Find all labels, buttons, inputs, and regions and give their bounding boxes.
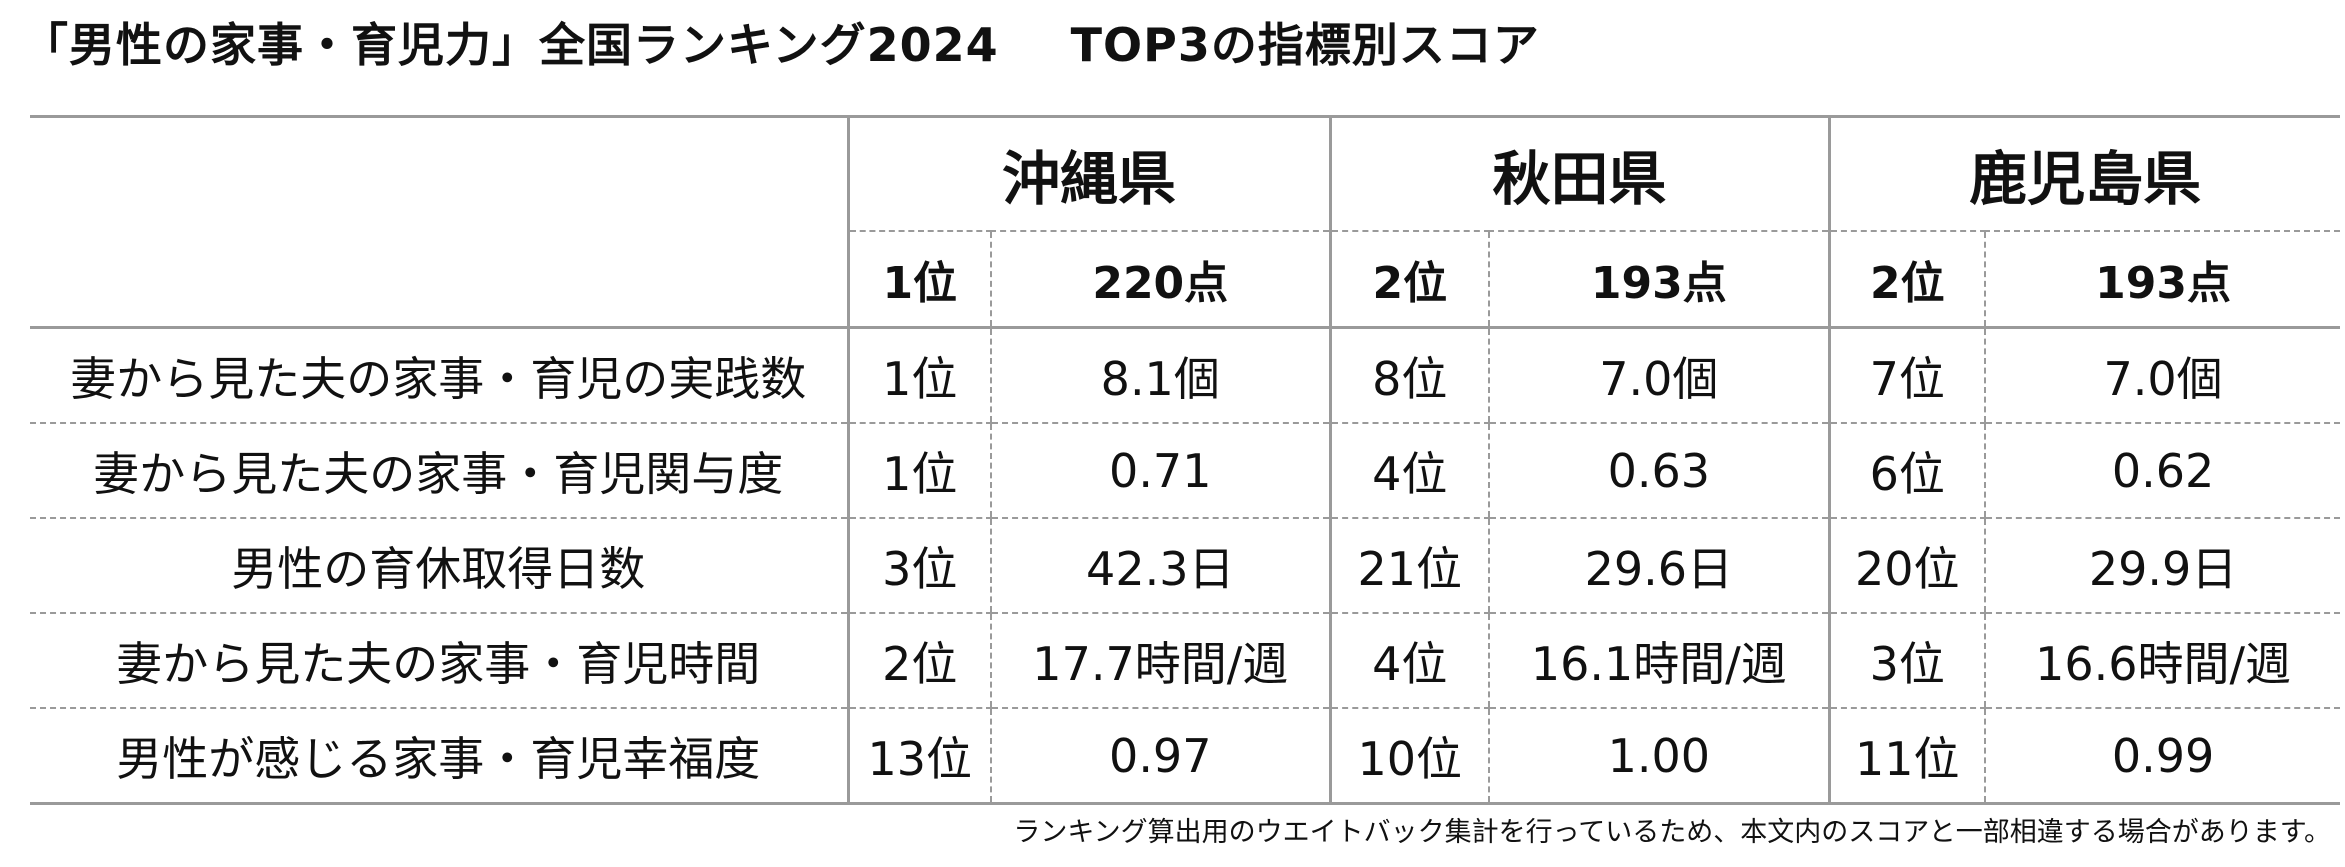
rank-cell: 7位: [1827, 327, 1986, 424]
rank-cell: 11位: [1827, 708, 1986, 805]
row-label: 男性が感じる家事・育児幸福度: [30, 708, 848, 805]
rank-cell: 4位: [1328, 613, 1490, 709]
prefecture-name-akita: 秋田県: [1328, 115, 1830, 232]
value-cell: 0.62: [1984, 423, 2341, 519]
rank-cell: 2位: [846, 613, 991, 709]
value-cell: 1.00: [1488, 708, 1830, 805]
value-cell: 0.97: [989, 708, 1331, 805]
header-blank-cell: [30, 115, 848, 231]
value-cell: 0.99: [1984, 708, 2341, 805]
overall-score-akita: 193点: [1488, 231, 1830, 329]
rank-cell: 20位: [1827, 518, 1986, 614]
row-label: 男性の育休取得日数: [30, 518, 848, 614]
row-label: 妻から見た夫の家事・育児の実践数: [30, 327, 848, 424]
value-cell: 16.1時間/週: [1488, 613, 1830, 709]
overall-rank-okinawa: 1位: [846, 231, 991, 329]
overall-score-kagoshima: 193点: [1984, 231, 2341, 329]
value-cell: 8.1個: [989, 327, 1331, 424]
value-cell: 29.6日: [1488, 518, 1830, 614]
title-main: 「男性の家事・育児力」全国ランキング2024: [22, 18, 999, 72]
row-label: 妻から見た夫の家事・育児時間: [30, 613, 848, 709]
table-row: 妻から見た夫の家事・育児の実践数 1位 8.1個 8位 7.0個 7位 7.0個: [30, 327, 2341, 424]
rank-cell: 1位: [846, 423, 991, 519]
prefecture-name-okinawa: 沖縄県: [846, 115, 1331, 232]
score-table: 沖縄県 秋田県 鹿児島県 1位 220点 2位 193点 2位 193点 妻から…: [30, 115, 2341, 805]
value-cell: 7.0個: [1488, 327, 1830, 424]
footnote: ランキング算出用のウエイトバック集計を行っているため、本文内のスコアと一部相違す…: [1013, 817, 2331, 848]
rank-cell: 6位: [1827, 423, 1986, 519]
rank-cell: 4位: [1328, 423, 1490, 519]
value-cell: 0.71: [989, 423, 1331, 519]
value-cell: 29.9日: [1984, 518, 2341, 614]
rank-cell: 8位: [1328, 327, 1490, 424]
value-cell: 17.7時間/週: [989, 613, 1331, 709]
table-row: 男性の育休取得日数 3位 42.3日 21位 29.6日 20位 29.9日: [30, 518, 2341, 614]
overall-score-row: 1位 220点 2位 193点 2位 193点: [30, 231, 2341, 329]
rank-cell: 13位: [846, 708, 991, 805]
overall-rank-kagoshima: 2位: [1827, 231, 1986, 329]
page-title: 「男性の家事・育児力」全国ランキング2024 TOP3の指標別スコア: [22, 6, 1540, 84]
value-cell: 42.3日: [989, 518, 1331, 614]
overall-score-okinawa: 220点: [989, 231, 1331, 329]
value-cell: 0.63: [1488, 423, 1830, 519]
rank-cell: 21位: [1328, 518, 1490, 614]
prefecture-name-kagoshima: 鹿児島県: [1827, 115, 2341, 232]
rank-cell: 1位: [846, 327, 991, 424]
rank-cell: 10位: [1328, 708, 1490, 805]
rank-cell: 3位: [846, 518, 991, 614]
overall-rank-akita: 2位: [1328, 231, 1490, 329]
table-row: 妻から見た夫の家事・育児関与度 1位 0.71 4位 0.63 6位 0.62: [30, 423, 2341, 519]
value-cell: 16.6時間/週: [1984, 613, 2341, 709]
subheader-blank-cell: [30, 231, 848, 329]
rank-cell: 3位: [1827, 613, 1986, 709]
value-cell: 7.0個: [1984, 327, 2341, 424]
row-label: 妻から見た夫の家事・育児関与度: [30, 423, 848, 519]
table-row: 男性が感じる家事・育児幸福度 13位 0.97 10位 1.00 11位 0.9…: [30, 708, 2341, 805]
title-sub: TOP3の指標別スコア: [1070, 18, 1540, 72]
prefecture-header-row: 沖縄県 秋田県 鹿児島県: [30, 115, 2341, 232]
table-row: 妻から見た夫の家事・育児時間 2位 17.7時間/週 4位 16.1時間/週 3…: [30, 613, 2341, 709]
